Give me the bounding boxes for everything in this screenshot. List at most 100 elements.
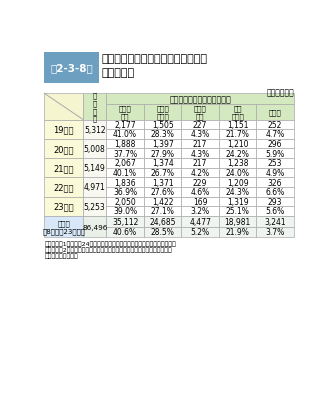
Bar (182, 149, 219, 159)
Text: 4,971: 4,971 (84, 183, 106, 192)
Bar (182, 178, 219, 188)
Bar (44, 120, 83, 140)
Bar (182, 197, 219, 206)
Bar (144, 227, 182, 238)
Bar (83, 216, 106, 238)
Text: 86,496: 86,496 (82, 224, 107, 230)
Bar (219, 188, 256, 197)
Text: 4.7%: 4.7% (266, 130, 285, 139)
Text: 6.6%: 6.6% (266, 188, 285, 197)
Text: 41.0%: 41.0% (113, 130, 137, 139)
Text: 審　議　結　果　の　区　分: 審 議 結 果 の 区 分 (169, 95, 231, 104)
Text: 1,505: 1,505 (152, 121, 174, 130)
Text: 各年度の消防職員委員会審議件数及
び審議結果: 各年度の消防職員委員会審議件数及 び審議結果 (102, 54, 208, 78)
Text: 28.3%: 28.3% (151, 130, 175, 139)
Text: 諸課題
を検討: 諸課題 を検討 (156, 105, 169, 120)
Text: 36.9%: 36.9% (113, 188, 137, 197)
Bar (182, 168, 219, 178)
Text: 1,210: 1,210 (227, 140, 248, 149)
Bar (44, 178, 83, 197)
Text: その他: その他 (269, 109, 281, 116)
Text: 27.1%: 27.1% (151, 207, 175, 216)
Bar (144, 216, 182, 227)
Text: 4.6%: 4.6% (190, 188, 210, 197)
Text: 実施が
適当: 実施が 適当 (119, 105, 131, 120)
Text: 23年度: 23年度 (53, 202, 74, 211)
Bar (182, 105, 219, 120)
Bar (83, 197, 106, 216)
Text: 1,209: 1,209 (227, 178, 248, 187)
Text: 5.9%: 5.9% (266, 150, 285, 158)
Text: （各年度中）: （各年度中） (266, 88, 294, 97)
Text: （備考）　1　「平成24年度消防職員委員会の運営状況調査結果」より作成: （備考） 1 「平成24年度消防職員委員会の運営状況調査結果」より作成 (44, 241, 176, 247)
Bar (256, 120, 294, 130)
Bar (144, 197, 182, 206)
Text: 26.7%: 26.7% (150, 169, 175, 178)
Bar (144, 206, 182, 216)
Bar (106, 227, 144, 238)
Text: 169: 169 (193, 197, 207, 206)
Bar (182, 130, 219, 140)
Bar (106, 159, 144, 168)
Text: 227: 227 (193, 121, 207, 130)
Text: 20年度: 20年度 (53, 145, 74, 154)
Text: 21年度: 21年度 (53, 164, 74, 173)
Bar (219, 140, 256, 149)
Text: 5,253: 5,253 (84, 202, 106, 211)
Text: 40.1%: 40.1% (113, 169, 137, 178)
Bar (256, 130, 294, 140)
Text: 326: 326 (268, 178, 282, 187)
Bar (106, 188, 144, 197)
Text: 229: 229 (193, 178, 207, 187)
Text: 24,685: 24,685 (149, 217, 176, 226)
Text: 3.2%: 3.2% (190, 207, 210, 216)
Text: 1,151: 1,151 (227, 121, 248, 130)
Text: 296: 296 (268, 140, 282, 149)
Bar (83, 178, 106, 197)
Bar (256, 188, 294, 197)
Bar (219, 227, 256, 238)
Bar (106, 120, 144, 130)
Text: 39.0%: 39.0% (113, 207, 137, 216)
Text: 27.6%: 27.6% (150, 188, 175, 197)
Text: 28.5%: 28.5% (151, 228, 175, 237)
Bar (83, 94, 106, 120)
Bar (219, 178, 256, 188)
Bar (182, 216, 219, 227)
Text: 1,371: 1,371 (152, 178, 174, 187)
Bar (219, 149, 256, 159)
Bar (219, 168, 256, 178)
Bar (106, 206, 144, 216)
Text: 35,112: 35,112 (112, 217, 138, 226)
Bar (106, 94, 294, 105)
Bar (182, 159, 219, 168)
Text: 24.2%: 24.2% (226, 150, 249, 158)
Text: 5,149: 5,149 (84, 164, 106, 173)
Bar (106, 216, 144, 227)
Text: 2,050: 2,050 (114, 197, 136, 206)
Bar (44, 197, 83, 216)
Text: 25.1%: 25.1% (226, 207, 249, 216)
Text: 3.7%: 3.7% (266, 228, 285, 237)
Bar (106, 105, 144, 120)
Text: ある。: ある。 (44, 252, 78, 258)
Text: 22年度: 22年度 (53, 183, 74, 192)
Bar (182, 227, 219, 238)
Bar (83, 140, 106, 159)
Bar (219, 197, 256, 206)
Bar (219, 120, 256, 130)
Bar (256, 159, 294, 168)
Bar (219, 159, 256, 168)
Text: 252: 252 (268, 121, 282, 130)
Text: 37.7%: 37.7% (113, 150, 137, 158)
Bar (83, 120, 106, 140)
Text: 2,177: 2,177 (114, 121, 136, 130)
Bar (44, 94, 83, 120)
Bar (256, 227, 294, 238)
Bar (182, 120, 219, 130)
Bar (106, 168, 144, 178)
Text: 19年度: 19年度 (53, 125, 74, 134)
Text: 1,319: 1,319 (227, 197, 248, 206)
Text: 4.9%: 4.9% (266, 169, 285, 178)
Text: 253: 253 (268, 159, 282, 168)
